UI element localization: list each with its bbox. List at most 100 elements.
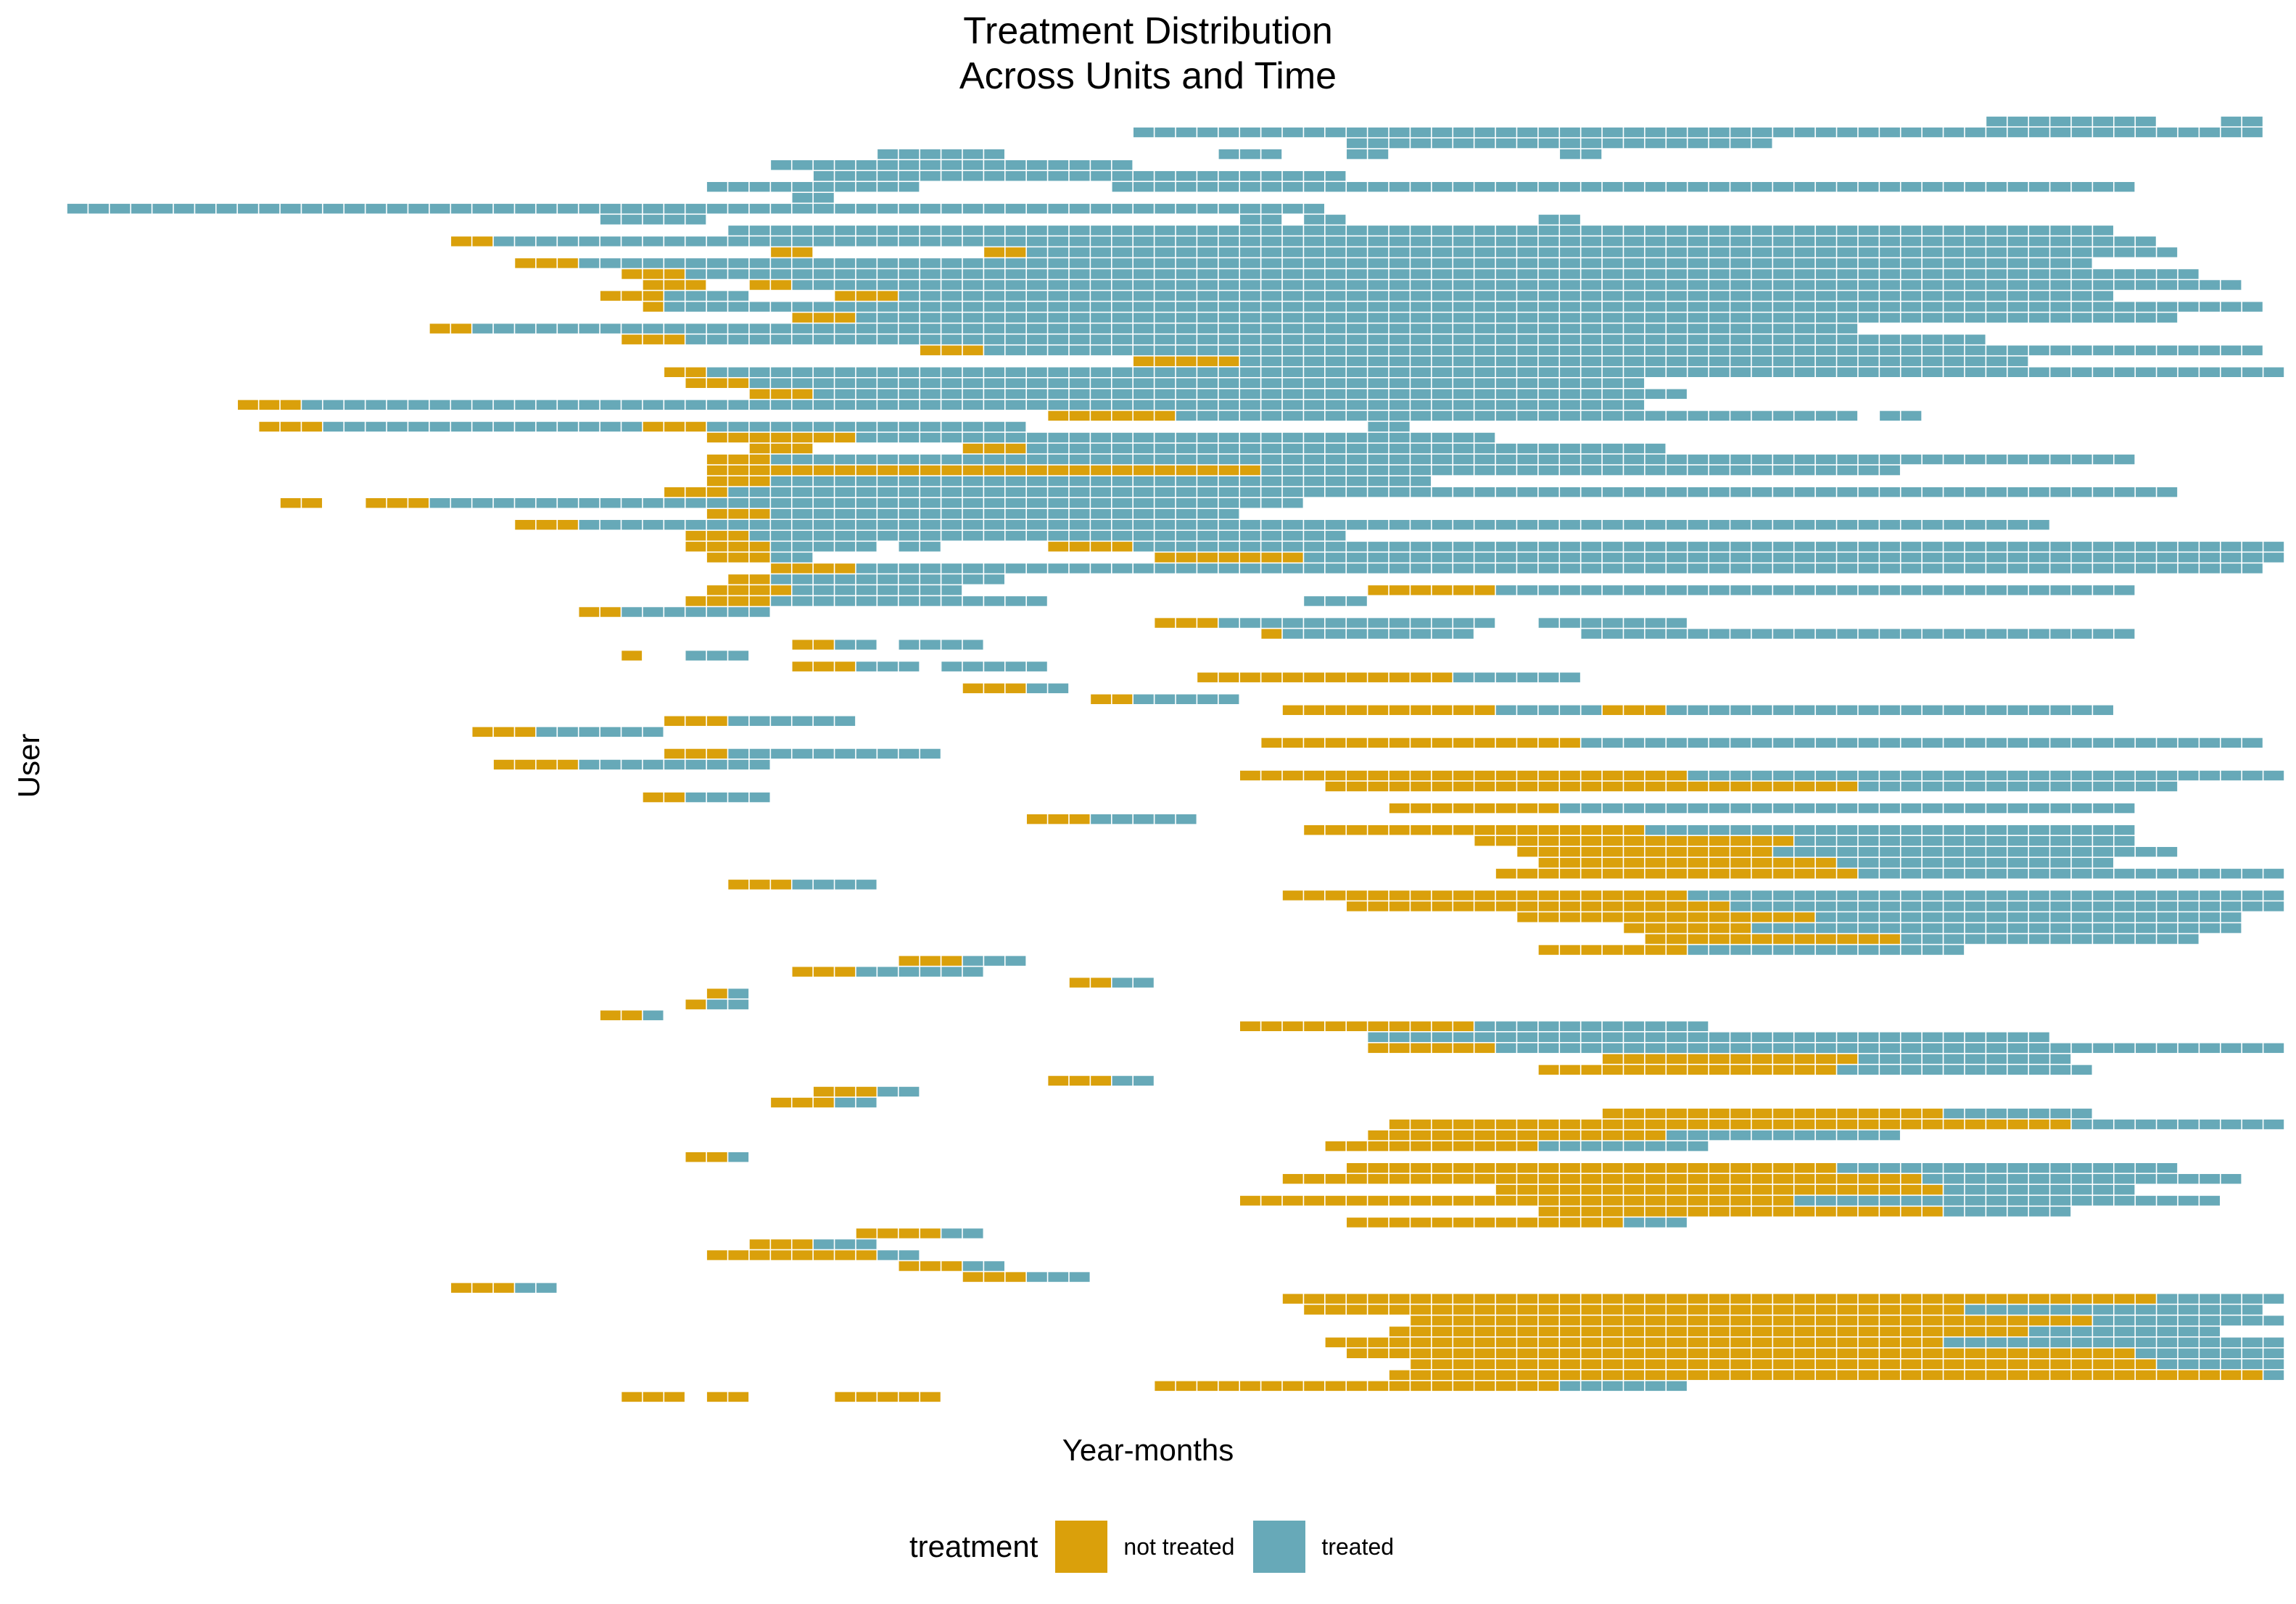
heatmap-tile — [835, 497, 856, 508]
heatmap-tile — [1069, 367, 1090, 377]
heatmap-tile — [920, 313, 941, 323]
heatmap-tile — [1261, 672, 1282, 682]
heatmap-tile — [558, 520, 578, 530]
heatmap-tile — [1453, 618, 1474, 628]
heatmap-tile — [1304, 182, 1325, 192]
heatmap-tile — [1965, 1043, 1986, 1054]
heatmap-tile — [728, 323, 749, 334]
heatmap-tile — [1944, 1337, 1965, 1347]
heatmap-tile — [1112, 226, 1133, 236]
heatmap-tile — [1389, 138, 1410, 149]
heatmap-tile — [1922, 313, 1943, 323]
heatmap-tile — [792, 465, 813, 476]
heatmap-tile — [2114, 1370, 2135, 1381]
heatmap-tile — [643, 204, 664, 214]
heatmap-tile — [2200, 1305, 2220, 1315]
heatmap-tile — [1197, 236, 1218, 247]
heatmap-tile — [1432, 487, 1453, 497]
heatmap-tile — [1304, 389, 1325, 400]
heatmap-tile — [2221, 280, 2242, 290]
heatmap-tile — [1730, 553, 1751, 563]
heatmap-tile — [1815, 1119, 1836, 1130]
heatmap-tile — [1986, 1337, 2007, 1347]
heatmap-tile — [1624, 1218, 1645, 1228]
heatmap-tile — [1368, 334, 1389, 344]
heatmap-tile — [706, 497, 727, 508]
heatmap-tile — [1495, 127, 1516, 138]
heatmap-tile — [1709, 410, 1730, 421]
heatmap-tile — [1176, 378, 1197, 389]
heatmap-tile — [1858, 1043, 1879, 1054]
heatmap-tile — [1411, 345, 1432, 355]
heatmap-tile — [962, 563, 983, 574]
heatmap-tile — [728, 531, 749, 541]
heatmap-tile — [1304, 302, 1325, 312]
heatmap-tile — [728, 182, 749, 192]
heatmap-tile — [1751, 542, 1772, 552]
heatmap-tile — [984, 487, 1004, 497]
heatmap-tile — [1133, 497, 1154, 508]
heatmap-tile — [1026, 313, 1047, 323]
heatmap-tile — [1730, 1108, 1751, 1119]
heatmap-tile — [706, 1152, 727, 1162]
heatmap-tile — [1688, 1174, 1709, 1184]
heatmap-tile — [1986, 302, 2007, 312]
heatmap-tile — [1602, 912, 1623, 922]
heatmap-tile — [2200, 869, 2220, 879]
legend-label-not-treated: not treated — [1123, 1533, 1235, 1560]
heatmap-tile — [1880, 901, 1900, 911]
heatmap-tile — [877, 280, 898, 290]
heatmap-tile — [1048, 563, 1069, 574]
heatmap-tile — [1282, 127, 1303, 138]
heatmap-tile — [1901, 1294, 1922, 1304]
heatmap-tile — [1389, 226, 1410, 236]
heatmap-tile — [1282, 236, 1303, 247]
heatmap-tile — [1112, 367, 1133, 377]
heatmap-tile — [856, 1097, 877, 1108]
heatmap-tile — [302, 497, 323, 508]
heatmap-tile — [1026, 563, 1047, 574]
heatmap-tile — [2028, 1108, 2049, 1119]
heatmap-tile — [1261, 149, 1282, 160]
heatmap-tile — [2178, 542, 2199, 552]
heatmap-tile — [664, 421, 685, 432]
heatmap-tile — [962, 280, 983, 290]
heatmap-tile — [1453, 781, 1474, 792]
heatmap-tile — [2114, 553, 2135, 563]
heatmap-tile — [856, 280, 877, 290]
heatmap-tile — [579, 258, 600, 268]
heatmap-tile — [1517, 334, 1538, 344]
heatmap-tile — [1837, 1032, 1858, 1043]
heatmap-tile — [2135, 247, 2156, 257]
heatmap-tile — [1581, 226, 1602, 236]
heatmap-tile — [493, 421, 514, 432]
heatmap-tile — [643, 1010, 664, 1020]
heatmap-tile — [1688, 563, 1709, 574]
heatmap-tile — [2071, 280, 2092, 290]
heatmap-tile — [2093, 585, 2113, 595]
heatmap-tile — [1581, 1348, 1602, 1358]
heatmap-tile — [835, 454, 856, 465]
heatmap-tile — [67, 204, 88, 214]
heatmap-tile — [302, 400, 323, 410]
heatmap-tile — [1112, 454, 1133, 465]
heatmap-tile — [1730, 1305, 1751, 1315]
heatmap-tile — [1347, 1163, 1367, 1173]
heatmap-tile — [835, 291, 856, 301]
heatmap-tile — [2050, 226, 2071, 236]
heatmap-tile — [1751, 737, 1772, 748]
heatmap-tile — [536, 759, 557, 770]
heatmap-tile — [962, 1272, 983, 1282]
heatmap-tile — [664, 792, 685, 803]
heatmap-tile — [2050, 1119, 2071, 1130]
heatmap-tile — [1282, 1021, 1303, 1031]
heatmap-tile — [962, 378, 983, 389]
heatmap-tile — [941, 226, 962, 236]
heatmap-tile — [1538, 215, 1559, 225]
heatmap-tile — [1495, 400, 1516, 410]
heatmap-tile — [1667, 563, 1687, 574]
heatmap-tile — [2028, 345, 2049, 355]
heatmap-tile — [1581, 1141, 1602, 1152]
heatmap-tile — [1944, 258, 1965, 268]
heatmap-tile — [1880, 280, 1900, 290]
